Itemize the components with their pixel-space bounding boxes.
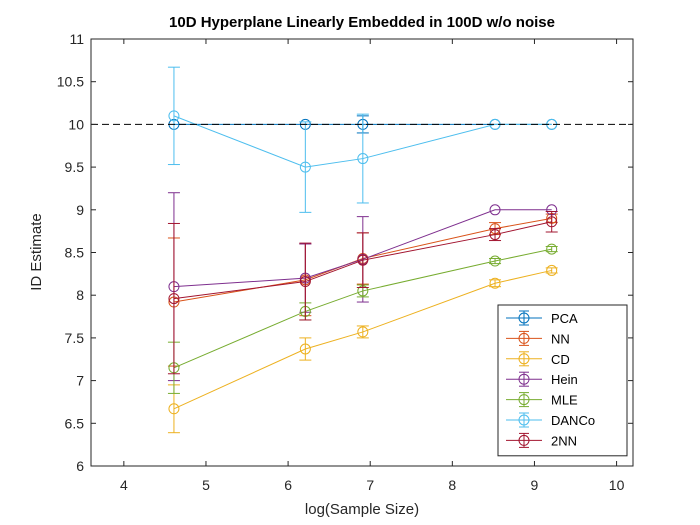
x-tick-label: 4 xyxy=(120,477,128,493)
data-point xyxy=(357,153,369,165)
legend-label: 2NN xyxy=(551,433,577,448)
y-tick-label: 8.5 xyxy=(65,245,85,261)
legend-entry: MLE xyxy=(506,392,578,408)
series-2nn xyxy=(167,211,558,375)
legend-label: CD xyxy=(551,352,570,367)
legend-label: DANCo xyxy=(551,413,595,428)
x-tick-label: 9 xyxy=(531,477,539,493)
legend-marker xyxy=(518,414,530,426)
data-point xyxy=(546,216,558,228)
y-tick-label: 10 xyxy=(68,116,84,132)
legend-label: PCA xyxy=(551,311,578,326)
data-point xyxy=(546,264,558,276)
y-tick-label: 9 xyxy=(76,202,84,218)
legend-label: MLE xyxy=(551,393,578,408)
data-point xyxy=(299,343,311,355)
data-point xyxy=(489,204,501,216)
x-tick-label: 5 xyxy=(202,477,210,493)
data-point xyxy=(489,277,501,289)
data-point xyxy=(546,243,558,255)
legend-entry: NN xyxy=(506,330,570,346)
data-point xyxy=(168,403,180,415)
y-tick-label: 7 xyxy=(76,373,84,389)
data-point xyxy=(168,110,180,122)
legend-marker xyxy=(518,373,530,385)
y-tick-label: 6 xyxy=(76,458,84,474)
legend-marker xyxy=(518,394,530,406)
x-tick-label: 8 xyxy=(448,477,456,493)
chart-title: 10D Hyperplane Linearly Embedded in 100D… xyxy=(169,14,555,31)
y-axis-label: ID Estimate xyxy=(28,213,45,291)
y-tick-label: 9.5 xyxy=(65,159,85,175)
legend-entry: DANCo xyxy=(506,412,595,428)
data-point xyxy=(357,326,369,338)
data-point xyxy=(489,229,501,241)
legend-entry: CD xyxy=(506,351,570,367)
legend-label: Hein xyxy=(551,372,578,387)
data-point xyxy=(299,161,311,173)
data-point xyxy=(168,293,180,305)
y-tick-label: 8 xyxy=(76,287,84,303)
y-tick-label: 10.5 xyxy=(57,74,84,90)
data-point xyxy=(299,276,311,288)
x-tick-label: 7 xyxy=(366,477,374,493)
x-tick-label: 10 xyxy=(609,477,625,493)
x-axis-label: log(Sample Size) xyxy=(305,501,419,518)
legend-entry: 2NN xyxy=(506,432,577,448)
legend-label: NN xyxy=(551,331,570,346)
legend: PCA NN CD Hein MLE DANCo 2NN xyxy=(497,304,628,457)
legend-marker xyxy=(518,353,530,365)
x-tick-label: 6 xyxy=(284,477,292,493)
legend-entry: PCA xyxy=(506,310,578,326)
legend-marker xyxy=(518,332,530,344)
legend-entry: Hein xyxy=(506,371,578,387)
axis-layer: 4 5 6 7 8 9 10 6 6.5 7 7.5 8 8.5 9 9.5 10 10.5 11 xyxy=(57,31,633,493)
y-tick-label: 6.5 xyxy=(65,415,85,431)
y-tick-label: 11 xyxy=(69,31,84,47)
legend-marker xyxy=(518,434,530,446)
legend-marker xyxy=(518,312,530,324)
data-point xyxy=(357,254,369,266)
y-tick-label: 7.5 xyxy=(65,330,85,346)
data-point xyxy=(489,255,501,267)
